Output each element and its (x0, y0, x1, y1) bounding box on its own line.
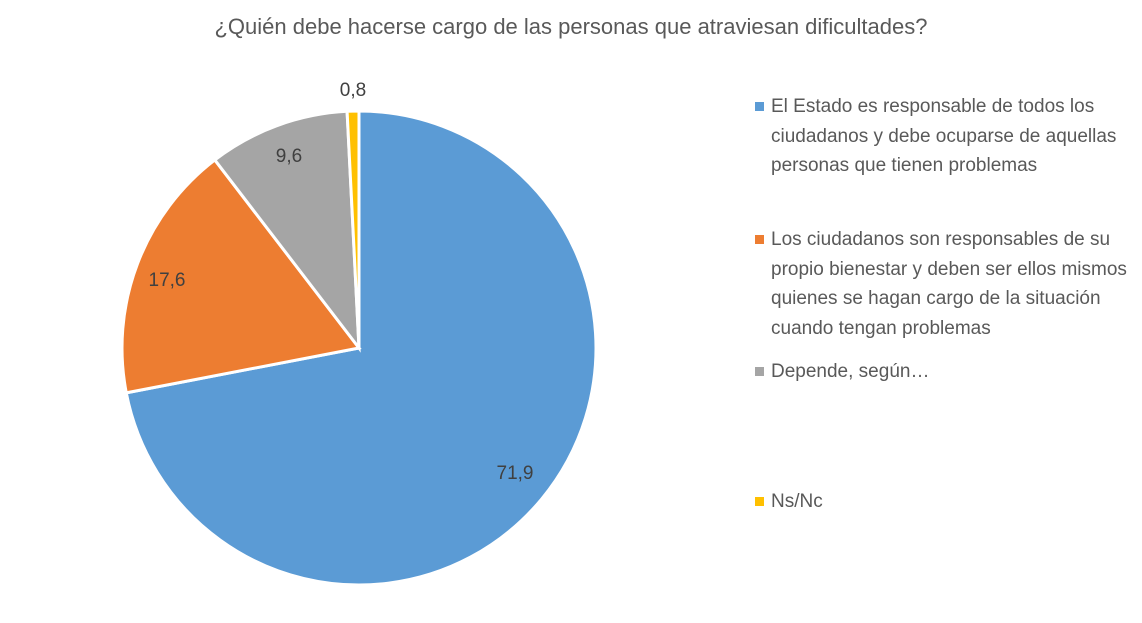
legend-label: Los ciudadanos son responsables de su pr… (771, 229, 1127, 339)
chart-title: ¿Quién debe hacerse cargo de las persona… (214, 14, 928, 39)
data-label-4: 0,8 (340, 80, 366, 101)
pie-slice-1 (124, 109, 598, 587)
legend-label: El Estado es responsable de todos los ci… (771, 96, 1117, 176)
data-label-2: 17,6 (149, 270, 186, 291)
legend-label: Depende, según… (771, 361, 930, 382)
legend-item-4: Ns/Nc (755, 487, 1142, 517)
legend-item-1: El Estado es responsable de todos los ci… (755, 92, 1142, 181)
data-label-3: 9,6 (276, 146, 302, 167)
pie-slice-2 (120, 157, 362, 395)
data-label-1: 71,9 (497, 463, 534, 484)
legend-item-2: Los ciudadanos son responsables de su pr… (755, 225, 1142, 343)
legend-marker (755, 235, 764, 244)
legend-marker (755, 367, 764, 376)
legend-label: Ns/Nc (771, 491, 823, 512)
legend-marker (755, 102, 764, 111)
pie-slice-3 (212, 109, 361, 353)
pie-slice-4 (345, 109, 361, 349)
legend-item-3: Depende, según… (755, 357, 1142, 387)
legend-marker (755, 497, 764, 506)
